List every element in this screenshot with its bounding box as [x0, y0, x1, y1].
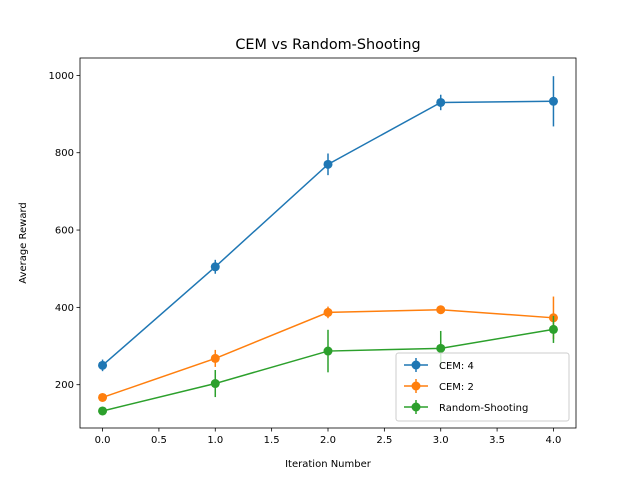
data-point — [210, 379, 220, 389]
data-point — [98, 406, 108, 416]
data-point — [436, 97, 446, 107]
y-axis: 200 400 600 800 1000 — [49, 71, 80, 391]
legend-label: Random-Shooting — [439, 403, 528, 414]
series-2 — [98, 315, 558, 416]
legend: CEM: 4 CEM: 2 Random-Shooting — [395, 352, 570, 422]
legend-swatch-marker — [411, 360, 421, 370]
y-tick-label: 1000 — [49, 71, 74, 82]
x-tick-label: 4.0 — [546, 435, 562, 446]
data-point — [548, 324, 558, 334]
legend-swatch-marker — [411, 381, 421, 391]
y-tick-label: 800 — [55, 148, 74, 159]
data-point — [436, 305, 446, 315]
y-tick-label: 600 — [55, 226, 74, 237]
x-tick-label: 3.0 — [433, 435, 449, 446]
data-point — [210, 353, 220, 363]
x-tick-label: 1.5 — [264, 435, 280, 446]
x-tick-label: 1.0 — [207, 435, 223, 446]
legend-swatch-marker — [411, 402, 421, 412]
x-tick-label: 0.0 — [95, 435, 111, 446]
legend-label: CEM: 2 — [439, 382, 474, 393]
x-axis: 0.0 0.5 1.0 1.5 2.0 2.5 3.0 3.5 4.0 — [95, 428, 562, 446]
x-tick-label: 2.0 — [320, 435, 336, 446]
x-axis-label: Iteration Number — [285, 459, 372, 470]
data-point — [98, 360, 108, 370]
y-tick-label: 400 — [55, 303, 74, 314]
series-0 — [98, 76, 558, 372]
chart-title: CEM vs Random-Shooting — [235, 37, 420, 53]
data-point — [323, 159, 333, 169]
data-point — [436, 343, 446, 353]
data-point — [210, 262, 220, 272]
x-tick-label: 0.5 — [151, 435, 167, 446]
data-point — [323, 307, 333, 317]
plot-area — [98, 76, 558, 416]
x-tick-label: 3.5 — [489, 435, 505, 446]
y-tick-label: 200 — [55, 380, 74, 391]
legend-box — [395, 352, 570, 422]
data-point — [98, 392, 108, 402]
x-tick-label: 2.5 — [376, 435, 392, 446]
legend-label: CEM: 4 — [439, 361, 474, 372]
y-axis-label: Average Reward — [18, 202, 29, 283]
data-point — [323, 346, 333, 356]
data-point — [548, 96, 558, 106]
